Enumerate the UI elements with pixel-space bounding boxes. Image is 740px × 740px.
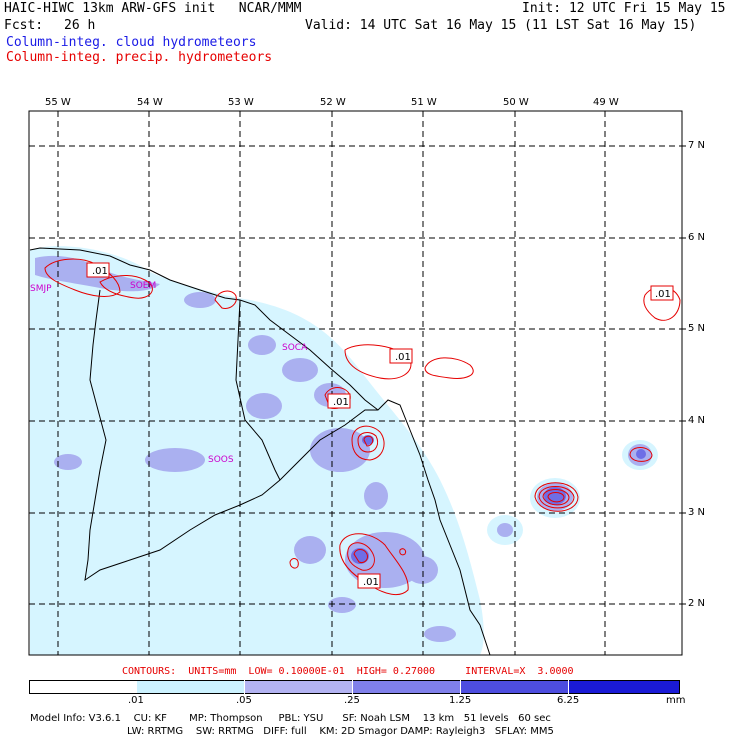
plot-title: HAIC-HIWC 13km ARW-GFS init NCAR/MMM bbox=[4, 1, 302, 16]
lon-label: 54 W bbox=[137, 97, 163, 108]
precip-field-label: Column-integ. precip. hydrometeors bbox=[6, 50, 273, 65]
station-label: SOEM bbox=[130, 281, 156, 291]
precip-contours bbox=[44, 258, 681, 596]
lat-label: 7 N bbox=[688, 140, 706, 151]
contour-label: .01 bbox=[333, 397, 349, 408]
valid-time: Valid: 14 UTC Sat 16 May 15 (11 LST Sat … bbox=[305, 18, 697, 33]
colorbar-tick: 6.25 bbox=[557, 695, 580, 706]
colorbar-seg bbox=[137, 680, 244, 694]
lon-label: 51 W bbox=[411, 97, 437, 108]
model-info-line2: LW: RRTMG SW: RRTMG DIFF: full KM: 2D Sm… bbox=[127, 726, 554, 737]
station-label: SOCA bbox=[282, 343, 308, 353]
lon-label: 50 W bbox=[503, 97, 529, 108]
lon-label: 49 W bbox=[593, 97, 619, 108]
colorbar-seg bbox=[29, 680, 137, 694]
colorbar-tick: .01 bbox=[128, 695, 144, 706]
coastline bbox=[29, 247, 491, 655]
forecast-hour: 26 h bbox=[64, 18, 96, 33]
lat-lon-grid bbox=[29, 111, 682, 655]
lat-label: 5 N bbox=[688, 323, 706, 334]
lon-label: 52 W bbox=[320, 97, 346, 108]
lon-label: 55 W bbox=[45, 97, 71, 108]
station-label: SMJP bbox=[30, 284, 52, 294]
model-info-line1: Model Info: V3.6.1 CU: KF MP: Thompson P… bbox=[30, 713, 551, 724]
colorbar-unit: mm bbox=[666, 695, 686, 706]
station-labels: SMJP SOEM SOCA SOOS bbox=[30, 281, 308, 465]
contour-info: CONTOURS: UNITS=mm LOW= 0.10000E-01 HIGH… bbox=[122, 666, 574, 677]
forecast-label: Fcst: bbox=[4, 18, 44, 33]
colorbar-seg bbox=[245, 680, 352, 694]
map-frame bbox=[28, 110, 683, 656]
contour-label: .01 bbox=[655, 289, 671, 300]
colorbar-tick: 1.25 bbox=[449, 695, 472, 706]
contour-label: .01 bbox=[363, 577, 379, 588]
lat-label: 2 N bbox=[688, 598, 706, 609]
init-time: Init: 12 UTC Fri 15 May 15 bbox=[522, 1, 726, 16]
contour-label: .01 bbox=[92, 266, 108, 277]
colorbar-seg bbox=[353, 680, 460, 694]
colorbar-seg bbox=[461, 680, 568, 694]
lat-label: 6 N bbox=[688, 232, 706, 243]
colorbar-tick: .05 bbox=[236, 695, 252, 706]
lat-label: 3 N bbox=[688, 507, 706, 518]
contour-label: .01 bbox=[395, 352, 411, 363]
contour-labels: .01 .01 .01 .01 .01 bbox=[86, 262, 674, 589]
lon-label: 53 W bbox=[228, 97, 254, 108]
colorbar-tick: .25 bbox=[344, 695, 360, 706]
colorbar-seg bbox=[569, 680, 680, 694]
lat-label: 4 N bbox=[688, 415, 706, 426]
lat-ticks bbox=[682, 145, 686, 605]
station-label: SOOS bbox=[208, 455, 234, 465]
cloud-field-label: Column-integ. cloud hydrometeors bbox=[6, 35, 257, 50]
